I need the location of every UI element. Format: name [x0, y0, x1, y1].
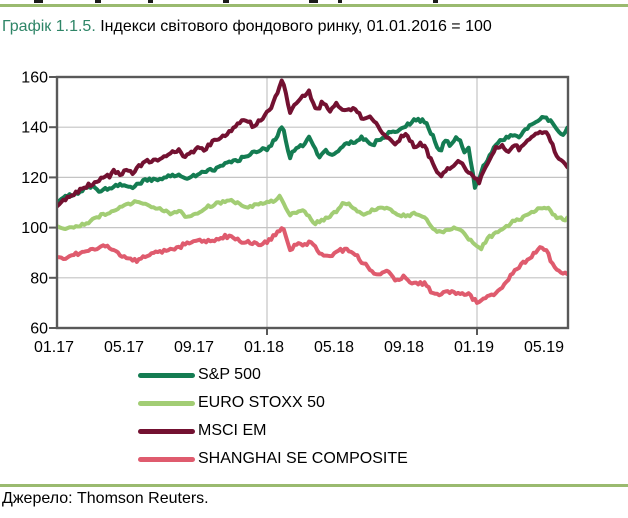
legend-item-sp500: S&P 500: [138, 361, 408, 389]
y-tick-label: 120: [21, 170, 48, 187]
sp500-line-swatch: [138, 372, 195, 378]
legend-label: SHANGHAI SE COMPOSITE: [198, 450, 408, 467]
top-divider-rule: [0, 4, 628, 7]
series-line-euro-stoxx-50: [58, 193, 567, 252]
clipped-heading-remnant: [0, 0, 628, 3]
y-tick-label: 160: [21, 70, 48, 87]
source-note: Джерело: Thomson Reuters.: [2, 490, 209, 507]
legend-label: S&P 500: [198, 366, 261, 383]
legend-label: MSCI EM: [198, 422, 267, 439]
y-tick-label: 80: [30, 270, 48, 287]
legend-item-msciem: MSCI EM: [138, 417, 408, 445]
eurostoxx50-line-swatch: [138, 400, 195, 406]
y-tick-label: 60: [30, 321, 48, 338]
x-tick-label: 05.18: [314, 339, 354, 356]
series-line-shanghai-se-composite: [58, 226, 567, 305]
chart-title-text: Індекси світового фондового ринку, 01.01…: [95, 18, 492, 35]
x-tick-label: 05.17: [104, 339, 144, 356]
plot-border: [55, 75, 570, 330]
chart-title-number: Графік 1.1.5.: [2, 18, 96, 35]
bottom-divider-rule: [0, 484, 628, 487]
msciem-line-swatch: [138, 428, 195, 434]
x-tick-label: 01.19: [454, 339, 494, 356]
chart-title: Графік 1.1.5. Індекси світового фондовог…: [2, 16, 622, 37]
legend-item-shanghai: SHANGHAI SE COMPOSITE: [138, 445, 408, 473]
x-tick-label: 09.18: [384, 339, 424, 356]
y-tick-label: 140: [21, 120, 48, 137]
y-tick-label: 100: [21, 220, 48, 237]
x-tick-label: 09.17: [174, 339, 214, 356]
shanghai-line-swatch: [138, 456, 195, 462]
chart-legend: S&P 500 EURO STOXX 50 MSCI EM SHANGHAI S…: [138, 361, 408, 473]
series-line-s-p-500: [58, 115, 567, 205]
series-line-msci-em: [58, 78, 567, 209]
legend-label: EURO STOXX 50: [198, 394, 325, 411]
x-tick-label: 01.18: [244, 339, 284, 356]
x-tick-label: 05.19: [524, 339, 564, 356]
legend-item-eurostoxx50: EURO STOXX 50: [138, 389, 408, 417]
x-tick-label: 01.17: [34, 339, 74, 356]
